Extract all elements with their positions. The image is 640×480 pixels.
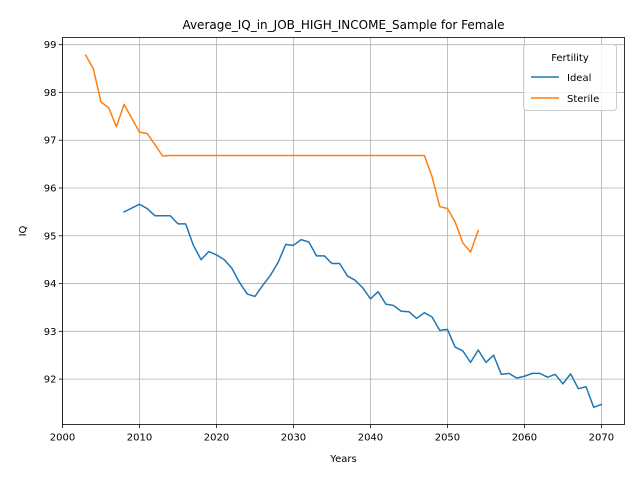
x-axis-ticks: 2000 2010 2020 2030 2040 2050 2060 2070 <box>50 424 614 444</box>
x-tick-label: 2040 <box>358 433 383 444</box>
legend-label-ideal: Ideal <box>567 73 591 84</box>
x-tick-label: 2060 <box>512 433 537 444</box>
y-tick-label: 96 <box>44 184 57 195</box>
x-tick-label: 2030 <box>281 433 306 444</box>
series-line-sterile <box>84 54 480 253</box>
y-tick-label: 99 <box>44 40 57 51</box>
series-layer <box>84 54 603 409</box>
x-tick-label: 2020 <box>204 433 229 444</box>
series-line-ideal <box>123 203 603 409</box>
legend: Fertility Ideal Sterile <box>523 44 617 111</box>
x-tick-label: 2070 <box>589 433 614 444</box>
x-tick-label: 2010 <box>127 433 152 444</box>
x-tick-label: 2000 <box>50 433 75 444</box>
y-axis-title: IQ <box>18 225 29 236</box>
y-tick-label: 98 <box>44 88 57 99</box>
y-axis-ticks: 92 93 94 95 96 97 98 99 <box>44 40 63 386</box>
legend-label-sterile: Sterile <box>567 94 599 105</box>
legend-box <box>523 44 617 111</box>
plot-frame <box>62 37 625 425</box>
y-tick-label: 93 <box>44 327 57 338</box>
y-tick-label: 92 <box>44 375 57 386</box>
x-axis-title: Years <box>329 454 356 465</box>
chart-title: Average_IQ_in_JOB_HIGH_INCOME_Sample for… <box>182 18 504 32</box>
legend-title: Fertility <box>551 53 589 64</box>
y-tick-label: 94 <box>44 279 57 290</box>
x-tick-label: 2050 <box>435 433 460 444</box>
y-tick-label: 95 <box>44 231 57 242</box>
y-tick-label: 97 <box>44 136 57 147</box>
